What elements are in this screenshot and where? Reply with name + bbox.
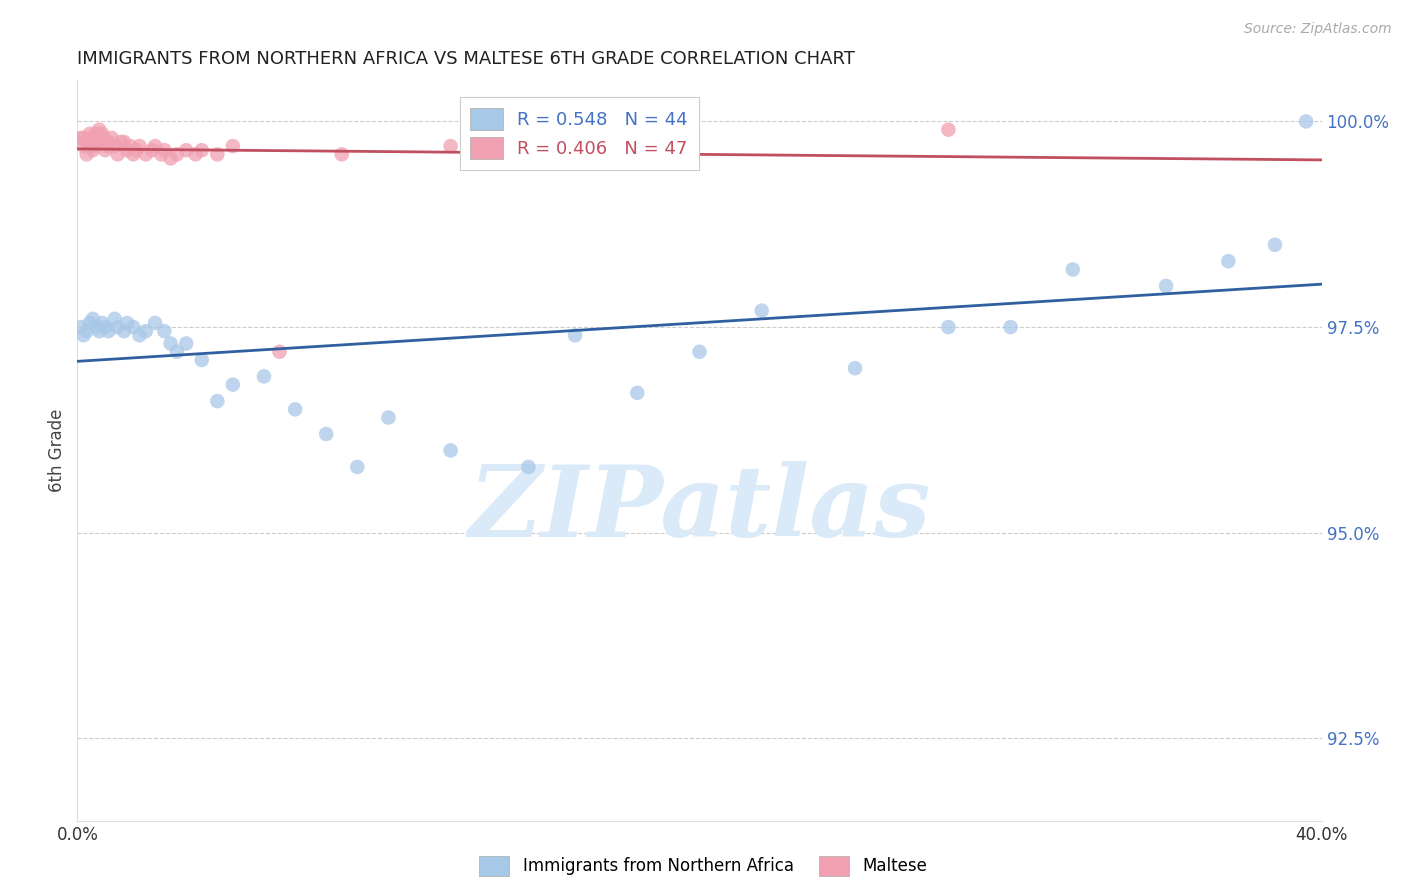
Point (82, 131, 104, 145)
Point (153, 324, 176, 338)
Point (207, 147, 229, 161)
Point (97, 135, 120, 149)
Point (76, 135, 98, 149)
Point (1295, 114, 1317, 128)
Point (564, 328, 586, 343)
Point (141, 143, 163, 157)
Point (122, 320, 145, 334)
Point (87, 135, 110, 149)
Point (76, 147, 98, 161)
Point (82, 143, 104, 157)
Point (159, 336, 181, 351)
Point (1264, 237, 1286, 252)
Point (87, 122, 110, 136)
Point (97, 139, 120, 153)
Point (844, 361, 866, 376)
Point (125, 143, 148, 157)
Point (82, 135, 104, 149)
Point (143, 316, 166, 330)
Point (1218, 254, 1240, 268)
Point (82, 311, 104, 326)
Point (128, 328, 150, 343)
Point (84, 320, 107, 334)
Point (440, 443, 463, 458)
Point (115, 143, 138, 157)
Point (1000, 320, 1022, 334)
Point (69, 131, 91, 145)
Point (159, 152, 181, 166)
Text: Source: ZipAtlas.com: Source: ZipAtlas.com (1244, 22, 1392, 37)
Point (97, 324, 120, 338)
Point (938, 320, 960, 334)
Point (166, 147, 188, 161)
Point (72, 131, 94, 145)
Point (110, 135, 132, 149)
Point (751, 303, 773, 318)
Legend: Immigrants from Northern Africa, Maltese: Immigrants from Northern Africa, Maltese (472, 849, 934, 883)
Point (222, 377, 245, 392)
Point (315, 427, 337, 442)
Point (657, 122, 679, 136)
Point (143, 139, 166, 153)
Point (115, 316, 138, 330)
Point (72, 328, 94, 343)
Point (346, 459, 368, 474)
Point (222, 139, 245, 153)
Point (76, 324, 98, 338)
Point (184, 147, 207, 161)
Point (79, 139, 101, 153)
Point (135, 147, 157, 161)
Point (174, 336, 197, 351)
Point (107, 147, 129, 161)
Point (87, 324, 110, 338)
Point (166, 344, 188, 359)
Point (91, 131, 114, 145)
Y-axis label: 6th Grade: 6th Grade (48, 409, 66, 492)
Point (150, 147, 173, 161)
Point (174, 143, 197, 157)
Point (72, 139, 94, 153)
Point (79, 127, 101, 141)
Legend: R = 0.548   N = 44, R = 0.406   N = 47: R = 0.548 N = 44, R = 0.406 N = 47 (460, 96, 699, 169)
Point (79, 316, 101, 330)
Point (94, 143, 117, 157)
Text: IMMIGRANTS FROM NORTHERN AFRICA VS MALTESE 6TH GRADE CORRELATION CHART: IMMIGRANTS FROM NORTHERN AFRICA VS MALTE… (77, 50, 855, 68)
Point (938, 122, 960, 136)
Point (207, 394, 229, 409)
Point (253, 369, 276, 384)
Point (104, 139, 127, 153)
Text: ZIPatlas: ZIPatlas (468, 461, 931, 558)
Point (84, 139, 107, 153)
Point (112, 135, 135, 149)
Point (94, 135, 117, 149)
Point (191, 143, 214, 157)
Point (330, 147, 353, 161)
Point (1062, 262, 1084, 277)
Point (1154, 279, 1177, 293)
Point (69, 320, 91, 334)
Point (191, 353, 214, 368)
Point (91, 316, 114, 330)
Point (84, 127, 107, 141)
Point (377, 410, 399, 425)
Point (517, 459, 540, 474)
Point (128, 139, 150, 153)
Point (269, 344, 291, 359)
Point (100, 131, 122, 145)
Point (112, 324, 135, 338)
Point (135, 324, 157, 338)
Point (120, 139, 142, 153)
Point (91, 127, 114, 141)
Point (104, 311, 127, 326)
Point (626, 385, 648, 400)
Point (284, 402, 307, 417)
Point (440, 139, 463, 153)
Point (153, 143, 176, 157)
Point (94, 320, 117, 334)
Point (107, 320, 129, 334)
Point (122, 147, 145, 161)
Point (689, 344, 711, 359)
